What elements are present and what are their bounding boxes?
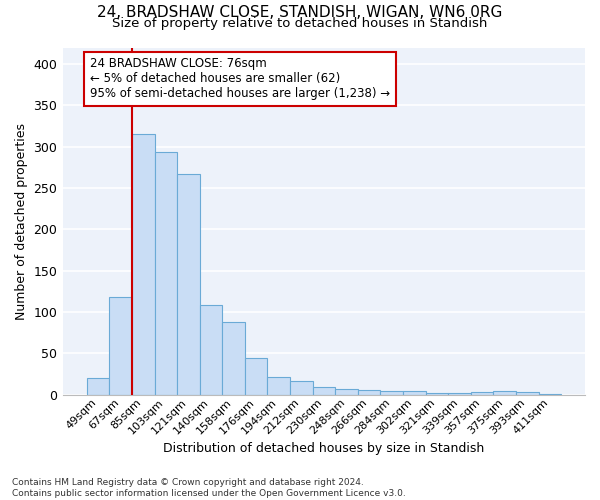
Bar: [403, 392, 425, 394]
Text: 24 BRADSHAW CLOSE: 76sqm
← 5% of detached houses are smaller (62)
95% of semi-de: 24 BRADSHAW CLOSE: 76sqm ← 5% of detache…: [90, 58, 390, 100]
Bar: [132, 134, 155, 394]
Bar: [177, 174, 200, 394]
Bar: [155, 152, 177, 394]
Bar: [358, 390, 380, 394]
Bar: [471, 392, 493, 394]
Bar: [87, 378, 109, 394]
X-axis label: Distribution of detached houses by size in Standish: Distribution of detached houses by size …: [163, 442, 485, 455]
Bar: [290, 382, 313, 394]
Y-axis label: Number of detached properties: Number of detached properties: [15, 122, 28, 320]
Bar: [425, 393, 448, 394]
Text: Contains HM Land Registry data © Crown copyright and database right 2024.
Contai: Contains HM Land Registry data © Crown c…: [12, 478, 406, 498]
Bar: [223, 322, 245, 394]
Text: 24, BRADSHAW CLOSE, STANDISH, WIGAN, WN6 0RG: 24, BRADSHAW CLOSE, STANDISH, WIGAN, WN6…: [97, 5, 503, 20]
Bar: [245, 358, 268, 394]
Bar: [313, 387, 335, 394]
Bar: [200, 304, 223, 394]
Bar: [448, 393, 471, 394]
Bar: [516, 392, 539, 394]
Bar: [493, 392, 516, 394]
Bar: [268, 378, 290, 394]
Bar: [109, 297, 132, 394]
Text: Size of property relative to detached houses in Standish: Size of property relative to detached ho…: [112, 18, 488, 30]
Bar: [335, 389, 358, 394]
Bar: [380, 390, 403, 394]
